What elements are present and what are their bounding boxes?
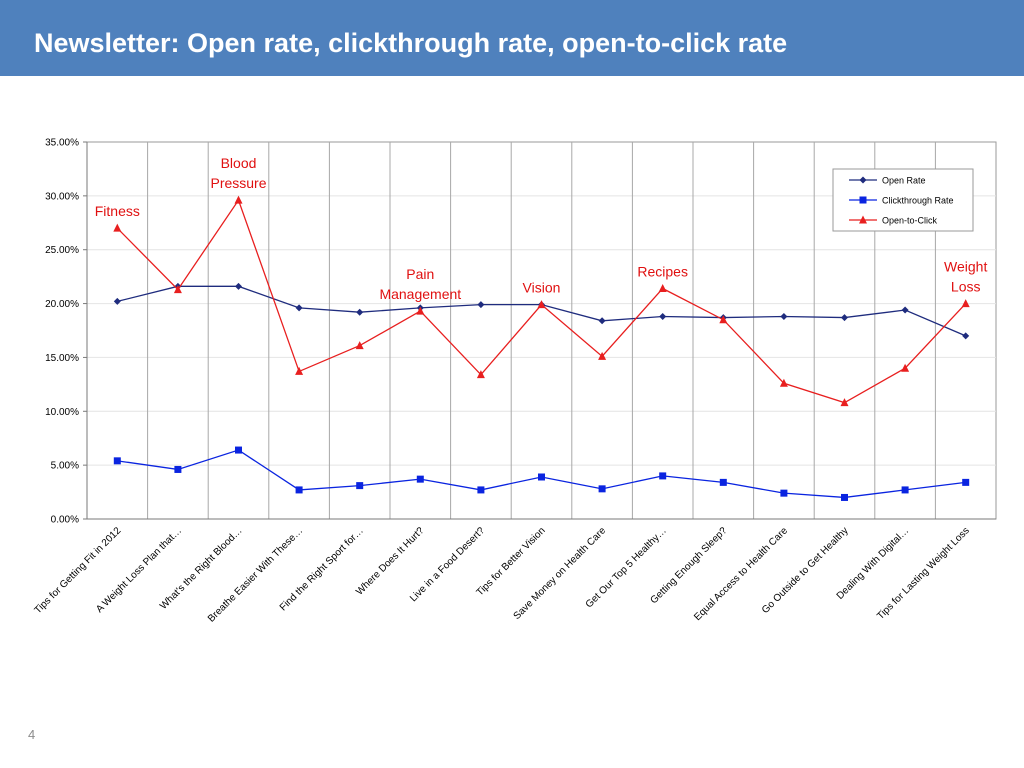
- annotation-label: Pain: [406, 266, 434, 282]
- data-point-open-to-click: [173, 285, 182, 294]
- x-tick-label: Tips for Better Vision: [475, 525, 548, 598]
- data-point-open-to-click: [537, 300, 546, 309]
- legend-label: Open Rate: [882, 176, 926, 186]
- data-point-open-to-click: [476, 370, 485, 379]
- data-point-clickthrough: [416, 475, 424, 483]
- annotation-label: Pressure: [210, 175, 266, 191]
- annotation-label: Management: [379, 286, 461, 302]
- data-point-open-rate: [659, 312, 667, 320]
- data-point-clickthrough: [719, 478, 727, 486]
- annotation-label: Blood: [221, 155, 257, 171]
- data-point-open-to-click: [719, 315, 728, 324]
- data-point-clickthrough: [477, 486, 485, 494]
- data-point-open-to-click: [295, 366, 304, 375]
- legend-marker: [859, 176, 867, 184]
- data-point-clickthrough: [113, 457, 121, 465]
- page-number: 4: [28, 727, 36, 742]
- data-point-open-to-click: [598, 351, 607, 360]
- data-point-open-rate: [235, 282, 242, 290]
- y-tick-label: 10.00%: [45, 407, 79, 418]
- data-point-open-to-click: [961, 299, 970, 308]
- data-point-open-to-click: [113, 223, 122, 232]
- legend-label: Open-to-Click: [882, 216, 938, 226]
- legend-marker: [859, 196, 867, 204]
- data-point-open-rate: [295, 304, 303, 312]
- data-point-open-rate: [962, 332, 970, 340]
- title-bar: Newsletter: Open rate, clickthrough rate…: [0, 0, 1024, 76]
- data-point-clickthrough: [962, 478, 970, 486]
- data-point-open-rate: [841, 314, 848, 322]
- legend-label: Clickthrough Rate: [882, 196, 954, 206]
- y-tick-label: 35.00%: [45, 138, 79, 149]
- data-point-open-to-click: [840, 398, 849, 407]
- x-tick-label: Where Does It Hurt?: [354, 525, 427, 598]
- data-point-open-to-click: [234, 195, 243, 204]
- annotation-label: Fitness: [95, 203, 140, 219]
- data-point-clickthrough: [841, 493, 848, 501]
- data-point-clickthrough: [538, 473, 545, 481]
- data-point-open-to-click: [416, 306, 425, 315]
- annotation-label: Weight: [944, 259, 987, 275]
- y-tick-label: 25.00%: [45, 245, 79, 256]
- legend-marker: [859, 215, 867, 224]
- data-point-clickthrough: [174, 465, 182, 473]
- y-tick-label: 0.00%: [51, 515, 79, 526]
- y-tick-label: 5.00%: [51, 461, 79, 472]
- data-point-open-rate: [598, 317, 606, 325]
- annotation-label: Loss: [951, 279, 981, 295]
- data-point-open-to-click: [779, 378, 788, 387]
- y-tick-label: 30.00%: [45, 191, 79, 202]
- data-point-open-to-click: [658, 283, 667, 292]
- data-point-clickthrough: [356, 482, 364, 490]
- annotation-label: Recipes: [637, 263, 688, 279]
- series-2: [113, 195, 970, 407]
- data-point-open-rate: [477, 301, 485, 309]
- data-point-open-rate: [113, 297, 121, 305]
- annotation-label: Vision: [523, 280, 561, 296]
- data-point-open-rate: [780, 312, 788, 320]
- data-point-open-to-click: [355, 341, 364, 350]
- data-point-clickthrough: [901, 486, 909, 494]
- data-point-clickthrough: [295, 486, 303, 494]
- y-tick-label: 20.00%: [45, 299, 79, 310]
- slide-title: Newsletter: Open rate, clickthrough rate…: [34, 28, 788, 58]
- y-tick-label: 15.00%: [45, 353, 79, 364]
- series-1: [113, 446, 970, 501]
- data-point-clickthrough: [235, 446, 242, 454]
- data-point-clickthrough: [659, 472, 667, 480]
- data-point-open-rate: [356, 308, 364, 316]
- data-point-clickthrough: [598, 485, 606, 493]
- data-point-open-to-click: [901, 363, 910, 372]
- data-point-clickthrough: [780, 489, 788, 497]
- data-point-open-rate: [901, 306, 909, 314]
